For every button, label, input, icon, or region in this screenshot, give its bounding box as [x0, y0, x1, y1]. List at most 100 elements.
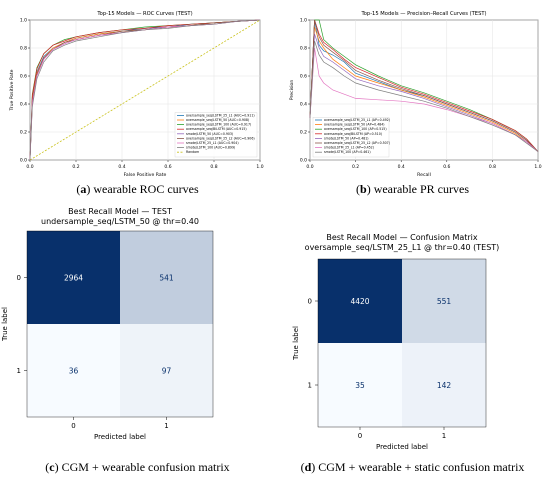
legend-label: smote/LSTM_25_L1 (AP=0.452) — [324, 146, 374, 150]
caption-b: (b) wearable PR curves — [356, 182, 469, 196]
matrix-frame — [317, 258, 487, 428]
x-tick-label: 1.0 — [256, 164, 263, 170]
matrix-frame — [26, 230, 214, 418]
y-tick-label: 1.0 — [20, 18, 27, 24]
legend-label: smote/LSTM_100 (AP=0.461) — [324, 150, 371, 154]
x-tick-label: 0.4 — [398, 164, 405, 170]
y-tick-label: 0.8 — [300, 46, 307, 52]
cell-value: 35 — [355, 381, 365, 390]
roc-chart: Top-15 Models — ROC Curves (TEST) 0.0 0.2 0… — [9, 11, 264, 178]
y-axis-label: True label — [1, 307, 9, 342]
cell-value: 541 — [159, 274, 174, 283]
y-tick-label: 0 — [308, 298, 312, 306]
legend-box — [312, 116, 390, 158]
chart-title: Best Recall Model — TEST — [68, 207, 172, 216]
x-tick-label: 0.0 — [306, 164, 313, 170]
x-tick-label: 0.8 — [489, 164, 496, 170]
legend-label: smote/LSTM_100 (AUC=0.899) — [186, 146, 235, 150]
y-tick-label: 1 — [308, 382, 312, 390]
matrix-cell — [402, 259, 486, 343]
y-tick-label: 1 — [17, 367, 21, 375]
cell-value: 36 — [69, 367, 79, 376]
chart-title: Top-15 Models — ROC Curves (TEST) — [96, 11, 192, 17]
legend-label: Random — [186, 150, 199, 154]
caption-a: (a) wearable ROC curves — [76, 182, 199, 196]
caption-d: (d) CGM + wearable + static confusion ma… — [300, 460, 525, 474]
y-tick-label: 0.4 — [20, 102, 27, 108]
x-tick-label: 0 — [71, 422, 75, 430]
series-line — [309, 26, 539, 152]
x-tick-label: 1.0 — [534, 164, 541, 170]
series-line — [309, 19, 539, 152]
x-tick-label: 1 — [442, 432, 446, 440]
x-tick-label: 0.4 — [118, 164, 125, 170]
matrix-cell — [318, 343, 402, 427]
y-tick-label: 0.4 — [300, 102, 307, 108]
y-tick-label: 0.0 — [300, 158, 307, 164]
x-axis-label: False Positive Rate — [124, 172, 167, 178]
panel-roc: Top-15 Models — ROC Curves (TEST) 0.0 0.2 0… — [0, 0, 275, 200]
x-tick-label: 0.6 — [164, 164, 171, 170]
y-axis-label: True Positive Rate — [9, 69, 15, 111]
series-line — [29, 19, 261, 161]
chart-subtitle: oversample_seq/LSTM_25_L1 @ thr=0.40 (TE… — [305, 243, 500, 252]
y-axis-label: True label — [292, 326, 300, 361]
x-tick-label: 0.2 — [72, 164, 79, 170]
legend-label: oversample_seq/LSTM_100 (AP=0.515) — [324, 127, 387, 131]
cell-value: 97 — [162, 367, 172, 376]
matrix-cell — [120, 324, 213, 417]
matrix-cell — [120, 231, 213, 324]
legend-label: oversample_seq/LSTM_25_L2 (AP=0.507) — [324, 141, 390, 145]
legend-label: oversample_seq/LSTM_100 (AUC=0.917) — [186, 123, 251, 127]
y-tick-label: 0.0 — [20, 158, 27, 164]
confusion-matrix-c: Best Recall Model — TESTundersample_seq/… — [1, 207, 214, 441]
legend-label: smote/LSTM_50 (AP=0.481) — [324, 136, 369, 140]
chart-title: Top-15 Models — Precision–Recall Curves … — [360, 11, 486, 17]
legend-label: smote/LSTM_25_L1 (AUC=0.904) — [186, 141, 239, 145]
x-axis-label: Recall — [417, 172, 431, 178]
cell-value: 551 — [437, 297, 452, 306]
y-tick-label: 0.2 — [20, 130, 27, 136]
y-tick-label: 0.2 — [300, 130, 307, 136]
y-tick-label: 0.6 — [20, 74, 27, 80]
x-tick-label: 0.8 — [210, 164, 217, 170]
series-line — [309, 47, 539, 152]
x-tick-label: 0 — [358, 432, 362, 440]
matrix-cell — [27, 324, 120, 417]
legend-label: oversample_seq/LSTM_25_L1 (AUC=0.911) — [186, 113, 255, 117]
matrix-cell — [318, 259, 402, 343]
cell-value: 2964 — [64, 274, 83, 283]
chart-subtitle: undersample_seq/LSTM_50 @ thr=0.40 — [41, 217, 199, 226]
x-axis-label: Predicted label — [94, 433, 146, 441]
x-axis-label: Predicted label — [376, 443, 428, 451]
legend-label: oversample_seq/BiLSTM (AUC=0.915) — [186, 127, 247, 131]
legend-label: oversample_seq/LSTM_25_L2 (AUC=0.906) — [186, 136, 255, 140]
panel-pr: Top-15 Models — Precision–Recall Curves … — [275, 0, 550, 200]
legend-label: smote/LSTM_50 (AUC=0.903) — [186, 132, 233, 136]
caption-c: (c) CGM + wearable confusion matrix — [45, 460, 230, 474]
legend-box — [174, 112, 258, 158]
legend-label: oversample_seq/LSTM_50 (AP=0.484) — [324, 123, 385, 127]
series-line — [309, 40, 539, 152]
matrix-cell — [402, 343, 486, 427]
series-line — [309, 19, 539, 152]
y-tick-label: 1.0 — [300, 18, 307, 24]
matrix-cell — [27, 231, 120, 324]
legend-label: oversample_seq/LSTM_50 (AUC=0.908) — [186, 118, 249, 122]
pr-chart: Top-15 Models — Precision–Recall Curves … — [289, 11, 542, 178]
legend-label: oversample_seq/LSTM_25_L1 (AP=0.492) — [324, 118, 390, 122]
panel-cm-c: Best Recall Model — TEST undersample_seq/… — [0, 206, 275, 482]
y-tick-label: 0 — [17, 274, 21, 282]
x-tick-label: 1 — [164, 422, 168, 430]
series-line — [29, 19, 261, 161]
y-tick-label: 0.6 — [300, 74, 307, 80]
x-tick-label: 0.0 — [26, 164, 33, 170]
y-tick-label: 0.8 — [20, 46, 27, 52]
cell-value: 142 — [437, 381, 452, 390]
cell-value: 4420 — [350, 297, 369, 306]
chart-title: Best Recall Model — Confusion Matrix — [326, 233, 478, 242]
confusion-matrix-d: Best Recall Model — Confusion Matrixover… — [292, 233, 500, 451]
panel-cm-d: Best Recall Model — Confusion Matrix over… — [275, 206, 550, 482]
x-tick-label: 0.6 — [443, 164, 450, 170]
y-axis-label: Precision — [289, 80, 295, 101]
